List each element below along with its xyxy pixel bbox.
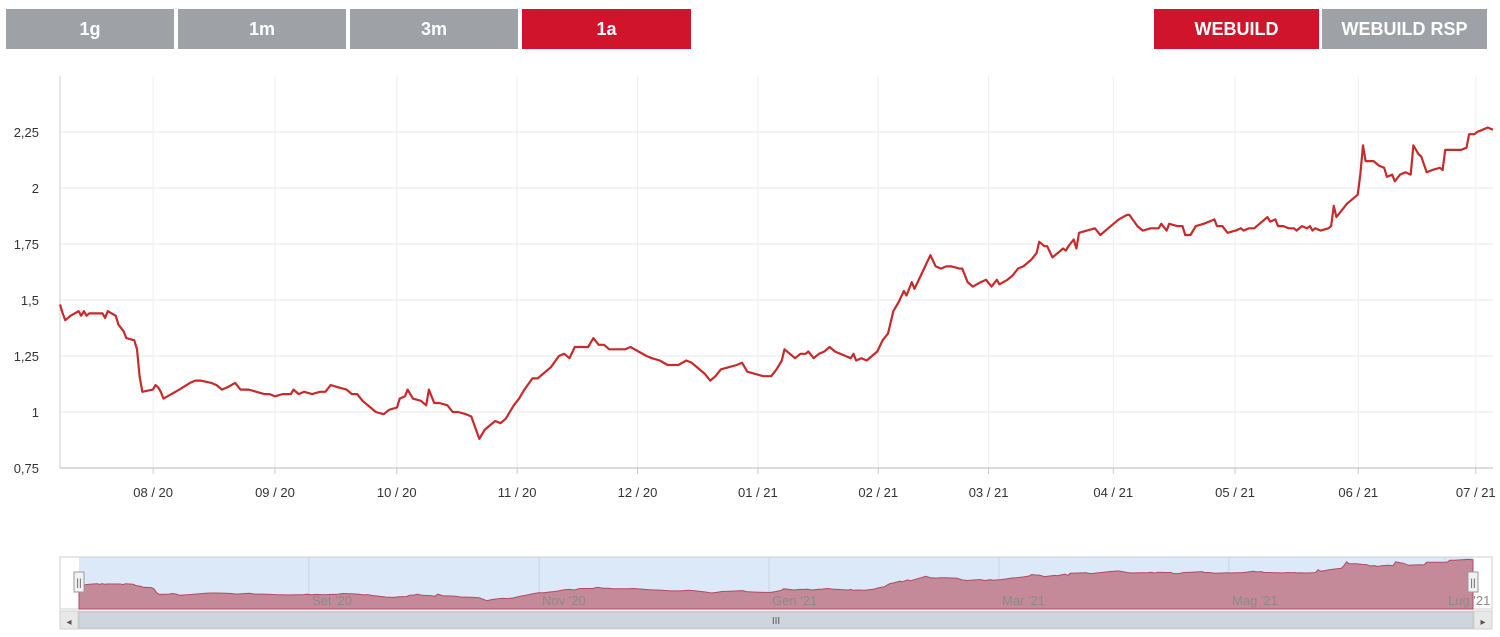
range-button-1m-label: 1m [248,18,275,39]
x-tick-label: 02 / 21 [858,485,898,500]
scroll-left-icon: ◂ [66,617,71,628]
navigator-handle-left[interactable] [73,571,85,593]
series-button-webuild-rsp-label: WEBUILD RSP [1341,18,1468,39]
range-button-3m[interactable]: 3m [350,9,518,49]
range-button-1m[interactable]: 1m [178,9,346,49]
x-tick-label: 10 / 20 [377,485,417,500]
y-tick-label: 0,75 [14,461,39,476]
scroll-right-icon: ▸ [1480,617,1485,628]
range-button-1a-label: 1a [596,18,617,39]
x-tick-label: 06 / 21 [1338,485,1378,500]
navigator-label: Gen '21 [772,593,817,608]
navigator[interactable]: Set '20 Nov '20 Gen '21 Mar '21 Mag '21 Lug '… [59,556,1493,630]
range-button-1g-label: 1g [79,18,101,39]
navigator-label: Lug '21 [1448,593,1490,608]
x-tick-label: 05 / 21 [1215,485,1255,500]
x-tick-label: 07 / 21 [1456,485,1496,500]
y-tick-label: 1,25 [14,349,39,364]
range-button-3m-label: 3m [420,18,447,39]
navigator-handle-grip: || [1470,578,1475,589]
y-tick-label: 1,75 [14,237,39,252]
navigator-area [78,558,1474,610]
scrollbar-thumb[interactable] [78,611,1474,629]
y-tick-label: 1 [32,405,39,420]
y-tick-label: 2 [32,181,39,196]
x-tick-label: 09 / 20 [255,485,295,500]
range-button-1g[interactable]: 1g [6,9,174,49]
navigator-label: Mag '21 [1232,593,1278,608]
series-button-webuild-rsp[interactable]: WEBUILD RSP [1322,9,1487,49]
range-button-1a[interactable]: 1a [522,9,691,49]
y-axis: 0,75 1 1,25 1,5 1,75 2 2,25 [14,76,61,476]
x-tick-label: 03 / 21 [969,485,1009,500]
series-button-webuild[interactable]: WEBUILD [1154,9,1319,49]
x-tick-label: 11 / 20 [498,485,537,500]
x-axis: 08 / 20 09 / 20 10 / 20 11 / 20 12 / 20 01 / … [60,467,1496,500]
scroll-left-button[interactable] [59,610,79,630]
x-tick-label: 01 / 21 [738,485,778,500]
navigator-handle-grip: || [76,578,81,589]
y-tick-label: 2,25 [14,125,39,140]
x-tick-label: 04 / 21 [1093,485,1133,500]
navigator-handle-right[interactable] [1467,571,1479,593]
scrollbar-grip: III [772,616,780,627]
series-line [58,126,1494,440]
scroll-right-button[interactable] [1473,610,1493,630]
series-button-webuild-label: WEBUILD [1194,18,1279,39]
grid [60,76,1493,469]
navigator-label: Mar '21 [1002,593,1045,608]
navigator-label: Set '20 [312,593,352,608]
y-tick-label: 1,5 [21,293,39,308]
price-series [58,126,1494,440]
x-tick-label: 12 / 20 [618,485,658,500]
navigator-label: Nov '20 [542,593,586,608]
x-tick-label: 08 / 20 [133,485,173,500]
